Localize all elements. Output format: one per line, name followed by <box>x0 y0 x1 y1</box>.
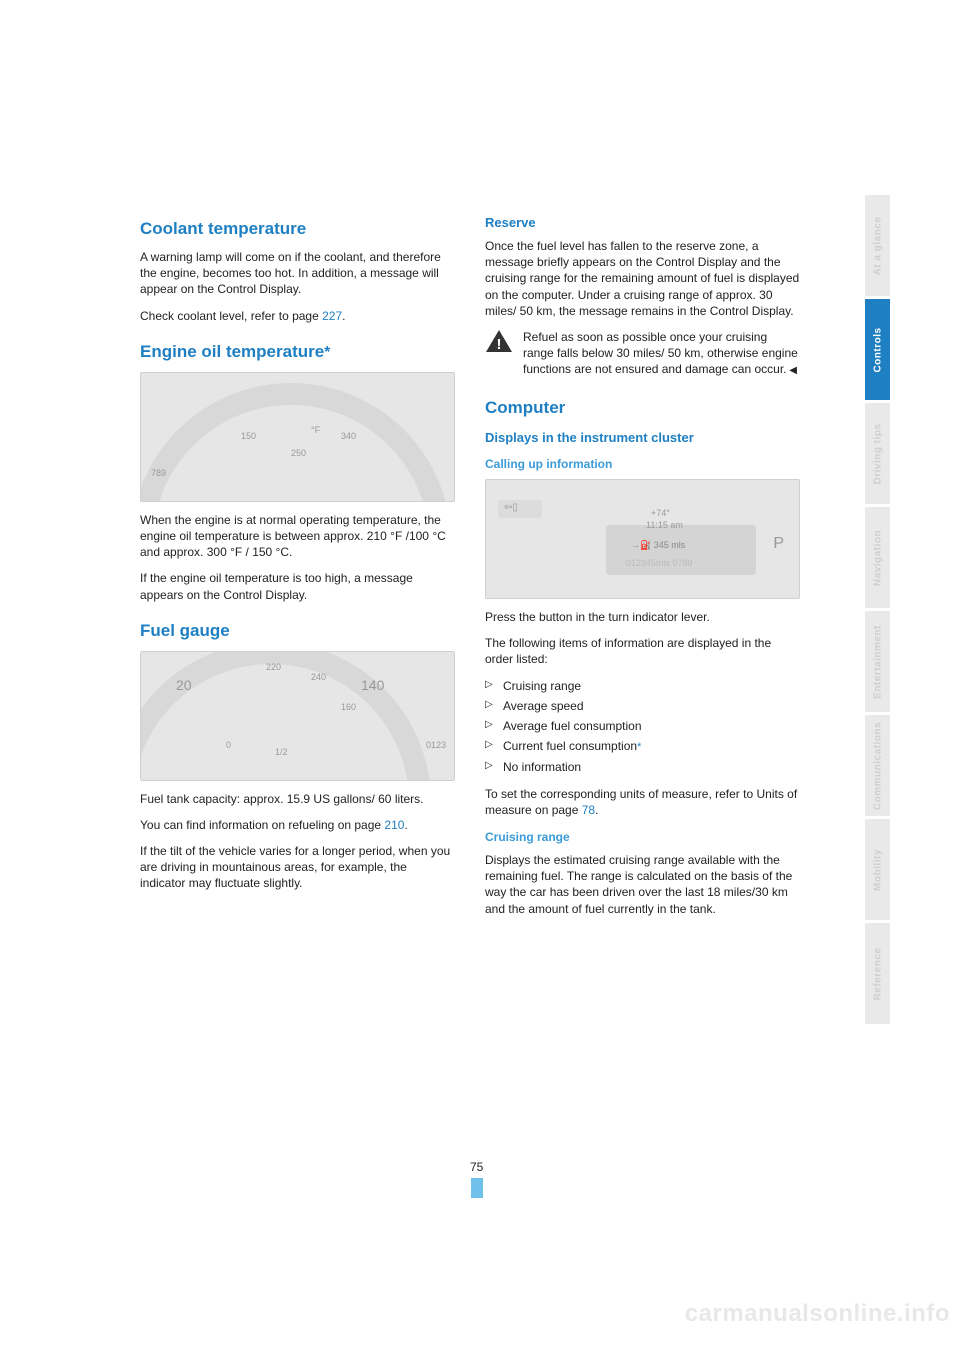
text: . <box>404 818 407 832</box>
page-link[interactable]: 227 <box>322 309 342 323</box>
paragraph: You can find information on refueling on… <box>140 817 455 833</box>
right-column: Reserve Once the fuel level has fallen t… <box>485 215 800 927</box>
paragraph: Check coolant level, refer to page 227. <box>140 308 455 324</box>
page-number: 75 <box>470 1160 483 1174</box>
text: You can find information on refueling on… <box>140 818 384 832</box>
page-content: Coolant temperature A warning lamp will … <box>140 215 800 927</box>
warning-text: Refuel as soon as possible once your cru… <box>523 329 800 378</box>
text: . <box>595 803 598 817</box>
warning-icon: ! <box>485 329 513 353</box>
footnote-marker-icon <box>637 739 641 753</box>
heading-text: Engine oil temperature <box>140 342 324 361</box>
tab-entertainment[interactable]: Entertainment <box>865 611 890 715</box>
heading-reserve: Reserve <box>485 215 800 230</box>
paragraph: If the tilt of the vehicle varies for a … <box>140 843 455 892</box>
tab-mobility[interactable]: Mobility <box>865 819 890 923</box>
page-link[interactable]: 78 <box>582 803 595 817</box>
page-number-bar-icon <box>471 1178 483 1198</box>
page-link[interactable]: 210 <box>384 818 404 832</box>
warning-block: ! Refuel as soon as possible once your c… <box>485 329 800 378</box>
text: . <box>342 309 345 323</box>
paragraph: Press the button in the turn indicator l… <box>485 609 800 625</box>
svg-text:!: ! <box>497 336 502 353</box>
tab-driving-tips[interactable]: Driving tips <box>865 403 890 507</box>
figure-fuel-gauge: 20 140 220 240 160 0 1/2 0123 <box>140 651 455 781</box>
figure-engine-oil-gauge: 150 °F 340 250 789 <box>140 372 455 502</box>
paragraph: When the engine is at normal operating t… <box>140 512 455 561</box>
left-column: Coolant temperature A warning lamp will … <box>140 215 455 927</box>
tab-navigation[interactable]: Navigation <box>865 507 890 611</box>
footnote-marker-icon <box>324 342 330 361</box>
tab-at-a-glance[interactable]: At a glance <box>865 195 890 299</box>
list-item: Current fuel consumption <box>485 737 800 755</box>
figure-instrument-cluster-display: ⇦▯ +74° 11:15 am →⛽ 345 mls 012345mls 07… <box>485 479 800 599</box>
heading-engine-oil-temperature: Engine oil temperature <box>140 342 455 362</box>
info-items-list: Cruising range Average speed Average fue… <box>485 677 800 775</box>
heading-fuel-gauge: Fuel gauge <box>140 621 455 641</box>
text: Check coolant level, refer to page <box>140 309 322 323</box>
paragraph: Once the fuel level has fallen to the re… <box>485 238 800 319</box>
side-nav-tabs: At a glance Controls Driving tips Naviga… <box>865 195 890 1027</box>
paragraph: To set the corresponding units of measur… <box>485 786 800 818</box>
list-item: Average fuel consumption <box>485 717 800 735</box>
tab-communications[interactable]: Communications <box>865 715 890 819</box>
tab-controls[interactable]: Controls <box>865 299 890 403</box>
list-item: Average speed <box>485 697 800 715</box>
heading-coolant-temperature: Coolant temperature <box>140 219 455 239</box>
list-item: No information <box>485 758 800 776</box>
subheading-calling-up-information: Calling up information <box>485 457 800 471</box>
paragraph: If the engine oil temperature is too hig… <box>140 570 455 602</box>
page-number-block: 75 <box>470 1160 483 1198</box>
watermark-text: carmanualsonline.info <box>685 1300 950 1328</box>
list-item: Cruising range <box>485 677 800 695</box>
subheading-cruising-range: Cruising range <box>485 830 800 844</box>
subheading-displays-instrument-cluster: Displays in the instrument cluster <box>485 430 800 445</box>
paragraph: Fuel tank capacity: approx. 15.9 US gall… <box>140 791 455 807</box>
heading-computer: Computer <box>485 398 800 418</box>
paragraph: The following items of information are d… <box>485 635 800 667</box>
paragraph: Displays the estimated cruising range av… <box>485 852 800 917</box>
tab-reference[interactable]: Reference <box>865 923 890 1027</box>
text: To set the corresponding units of measur… <box>485 787 797 817</box>
paragraph: A warning lamp will come on if the coola… <box>140 249 455 298</box>
